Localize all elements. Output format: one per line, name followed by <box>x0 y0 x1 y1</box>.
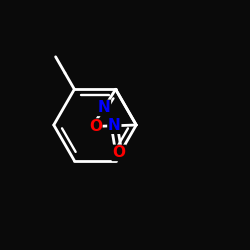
Text: O: O <box>112 146 125 160</box>
Text: O: O <box>89 119 102 134</box>
Text: N: N <box>108 118 121 133</box>
Text: N: N <box>98 100 110 116</box>
